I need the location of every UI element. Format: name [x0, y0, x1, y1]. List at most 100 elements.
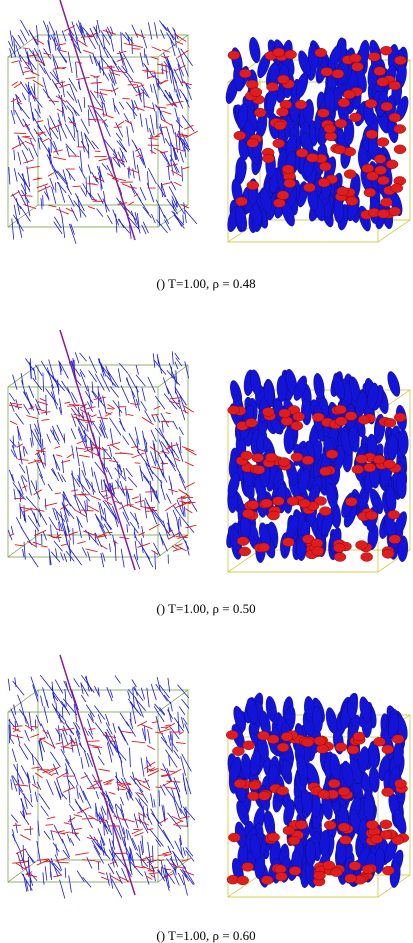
molecule-stick — [11, 474, 15, 483]
molecule-tail — [67, 817, 76, 823]
molecule-stick — [166, 126, 173, 148]
molecule-stick — [84, 772, 96, 790]
molecule-stick — [180, 756, 186, 776]
ellipsoid — [305, 839, 316, 867]
molecule-tail — [94, 533, 106, 539]
molecule-tail — [68, 404, 81, 406]
molecule-tail — [110, 72, 121, 76]
molecule-tail — [13, 82, 23, 89]
molecule-stick — [100, 514, 113, 530]
molecule-stick — [109, 35, 115, 52]
molecule-tail — [57, 43, 67, 46]
molecule-tail — [159, 817, 169, 824]
molecule-stick — [182, 717, 188, 725]
molecule-stick — [25, 879, 29, 892]
molecule-tail — [60, 50, 67, 53]
molecule-stick — [108, 73, 114, 84]
molecule-stick — [96, 812, 107, 828]
molecule-tail — [25, 77, 36, 80]
molecule-tail — [65, 207, 75, 213]
molecule-stick — [142, 475, 156, 493]
molecule-tail — [178, 866, 185, 869]
molecule-tail — [121, 783, 132, 786]
molecule-tail — [168, 862, 179, 868]
molecule-stick — [56, 47, 67, 64]
molecule-stick — [120, 31, 123, 54]
molecule-stick — [109, 543, 111, 552]
molecule-tail — [144, 761, 156, 770]
molecule-stick — [64, 123, 76, 142]
molecule-stick — [96, 843, 111, 860]
molecule-stick — [139, 113, 143, 128]
molecule-stick — [117, 815, 125, 835]
molecule-tail — [101, 113, 114, 119]
molecule-tail — [16, 100, 23, 105]
molecule-stick — [51, 54, 59, 68]
molecule-stick — [174, 386, 187, 406]
molecule-tail — [161, 68, 169, 73]
molecule-tail — [30, 725, 39, 728]
ellipsoid-cap — [322, 860, 336, 870]
panel — [7, 0, 411, 244]
molecule-stick — [171, 366, 173, 379]
ellipsoid-cap — [334, 118, 348, 129]
molecule-tail — [77, 807, 90, 814]
molecule-stick — [159, 111, 166, 122]
molecule-tail — [141, 724, 153, 730]
molecule-stick — [18, 744, 29, 760]
molecule-stick — [65, 680, 69, 691]
molecule-stick — [33, 128, 43, 141]
molecule-stick — [166, 858, 177, 872]
molecule-stick — [117, 726, 126, 742]
molecule-stick — [55, 83, 61, 94]
ellipsoid — [298, 468, 310, 495]
molecule-stick — [178, 426, 184, 436]
ellipsoid-cap — [306, 153, 319, 163]
ellipsoid-cap — [288, 866, 302, 876]
molecule-stick — [109, 386, 119, 398]
molecule-tail — [157, 854, 168, 856]
molecule-stick — [166, 56, 174, 74]
molecule-stick — [50, 829, 54, 841]
molecule-stick — [63, 433, 66, 444]
molecule-tail — [110, 443, 120, 451]
molecule-stick — [183, 80, 191, 90]
molecule-stick — [164, 138, 171, 147]
molecule-stick — [134, 212, 141, 234]
molecule-stick — [17, 172, 31, 191]
molecule-stick — [62, 169, 69, 191]
ellipsoid-cap — [319, 161, 332, 172]
molecule-tail — [73, 814, 83, 818]
molecule-tail — [151, 549, 159, 556]
molecule-stick — [80, 491, 91, 502]
molecule-stick — [102, 34, 106, 49]
ellipsoid — [246, 697, 258, 724]
panel — [7, 329, 411, 573]
molecule-tail — [54, 446, 61, 449]
ellipsoid — [301, 788, 313, 815]
ellipsoid — [283, 799, 295, 826]
molecule-stick — [9, 30, 14, 47]
molecule-stick — [131, 838, 138, 851]
molecule-stick — [40, 360, 51, 376]
molecule-tail — [147, 859, 160, 863]
molecule-stick — [58, 94, 68, 110]
molecule-stick — [70, 223, 75, 235]
molecule-stick — [173, 750, 180, 759]
molecule-tail — [170, 170, 183, 178]
molecule-stick — [144, 497, 153, 514]
molecule-tail — [11, 142, 25, 150]
molecule-stick — [146, 458, 154, 475]
molecule-stick — [142, 206, 152, 219]
molecule-stick — [144, 821, 148, 830]
ellipsoid-cap — [272, 47, 285, 58]
molecule-stick — [28, 552, 39, 568]
molecule-tail — [162, 49, 170, 53]
molecule-stick — [162, 23, 177, 41]
molecule-stick — [120, 803, 125, 817]
molecule-tail — [104, 499, 113, 506]
molecule-tail — [160, 151, 168, 154]
molecule-tail — [168, 532, 180, 540]
molecule-stick — [54, 168, 68, 186]
molecule-stick — [57, 471, 63, 483]
